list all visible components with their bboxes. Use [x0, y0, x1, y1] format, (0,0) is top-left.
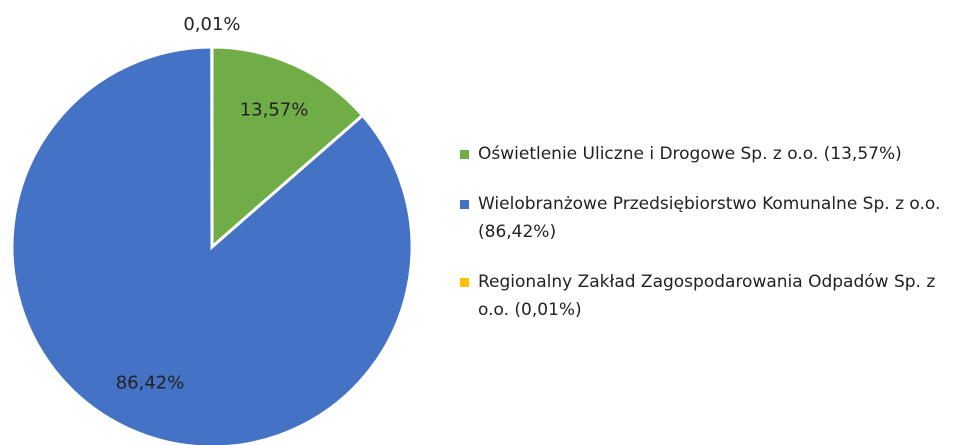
- legend-item: Wielobranżowe Przedsiębiorstwo Komunalne…: [458, 190, 953, 246]
- data-label: 13,57%: [240, 99, 309, 120]
- legend-item: Oświetlenie Uliczne i Drogowe Sp. z o.o.…: [458, 140, 953, 168]
- legend: Oświetlenie Uliczne i Drogowe Sp. z o.o.…: [458, 140, 953, 346]
- legend-label: Oświetlenie Uliczne i Drogowe Sp. z o.o.…: [478, 144, 902, 164]
- data-label: 86,42%: [116, 373, 185, 394]
- legend-label: Regionalny Zakład Zagospodarowania Odpad…: [478, 272, 936, 320]
- legend-swatch: [460, 150, 469, 159]
- legend-swatch: [460, 278, 469, 287]
- pie-slice: [210, 45, 365, 251]
- data-label: 0,01%: [183, 14, 240, 35]
- legend-swatch: [460, 200, 469, 209]
- legend-item: Regionalny Zakład Zagospodarowania Odpad…: [458, 268, 953, 324]
- legend-label: Wielobranżowe Przedsiębiorstwo Komunalne…: [478, 194, 941, 242]
